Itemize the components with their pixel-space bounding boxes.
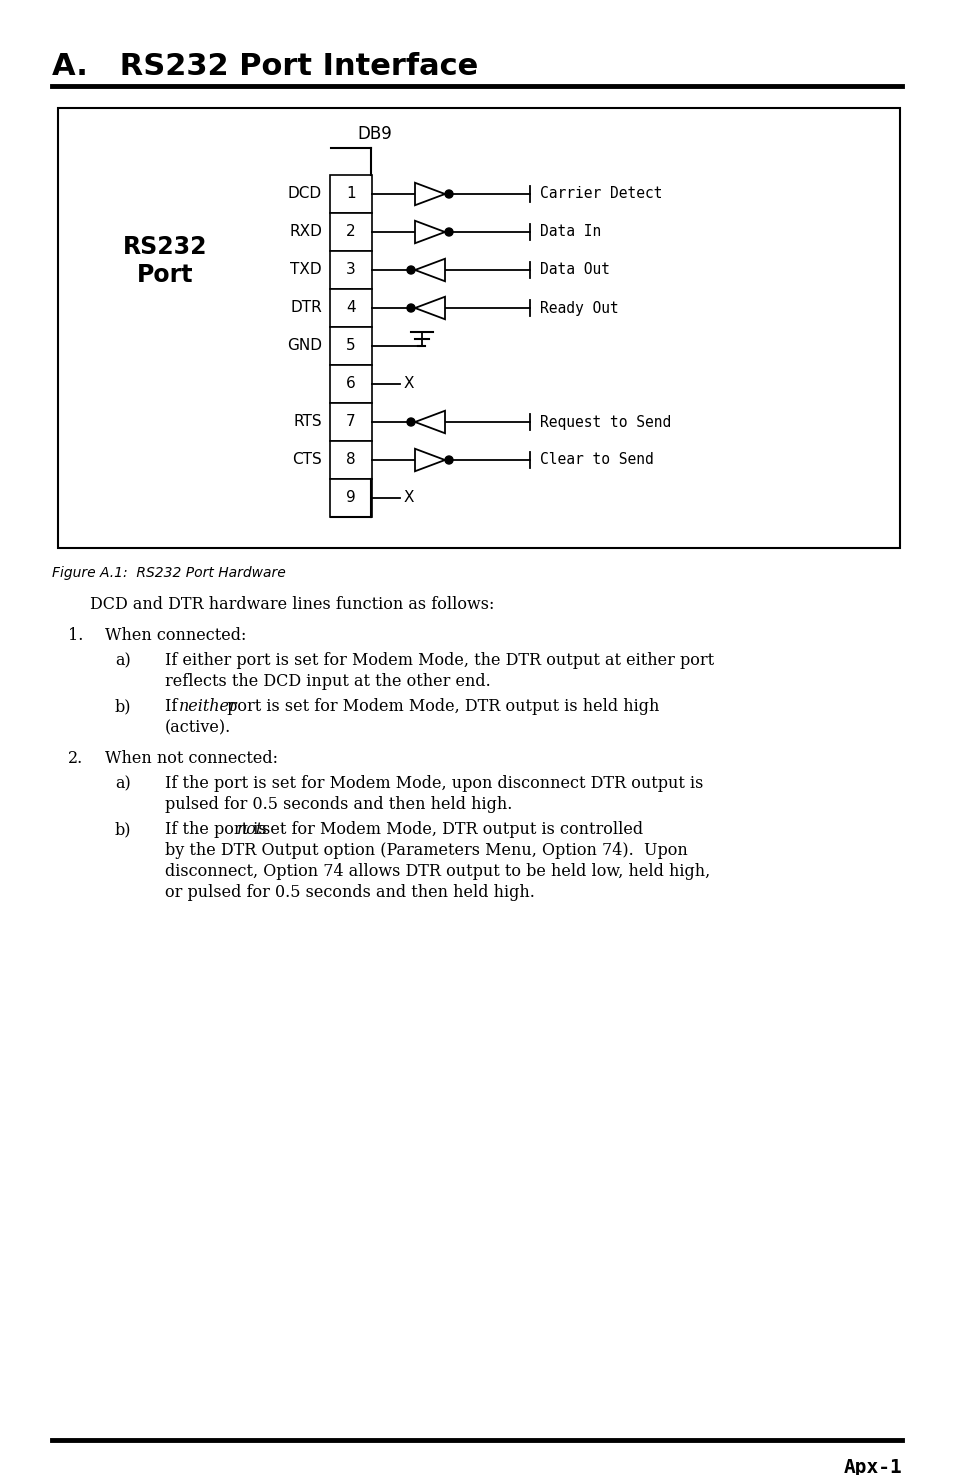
Bar xyxy=(330,212,372,251)
Bar xyxy=(330,403,372,441)
Text: pulsed for 0.5 seconds and then held high.: pulsed for 0.5 seconds and then held hig… xyxy=(165,796,512,813)
Text: 2: 2 xyxy=(346,224,355,239)
Bar xyxy=(330,479,372,518)
Text: If the port is set for Modem Mode, upon disconnect DTR output is: If the port is set for Modem Mode, upon … xyxy=(165,774,702,792)
Polygon shape xyxy=(415,296,444,319)
Text: 8: 8 xyxy=(346,453,355,468)
Text: CTS: CTS xyxy=(292,453,322,468)
Text: 1.: 1. xyxy=(68,627,83,645)
Circle shape xyxy=(444,229,453,236)
Text: X: X xyxy=(403,491,414,506)
Text: 9: 9 xyxy=(346,491,355,506)
Text: Apx-1: Apx-1 xyxy=(842,1457,901,1475)
Bar xyxy=(330,364,372,403)
Text: Request to Send: Request to Send xyxy=(539,414,671,429)
Text: b): b) xyxy=(115,822,132,838)
Text: Data In: Data In xyxy=(539,224,600,239)
Polygon shape xyxy=(415,410,444,434)
Text: a): a) xyxy=(115,774,131,792)
Circle shape xyxy=(407,304,415,313)
Polygon shape xyxy=(415,258,444,282)
Text: not: not xyxy=(236,822,263,838)
Text: If the port is: If the port is xyxy=(165,822,272,838)
Text: Figure A.1:  RS232 Port Hardware: Figure A.1: RS232 Port Hardware xyxy=(52,566,286,580)
Circle shape xyxy=(407,417,415,426)
Text: RXD: RXD xyxy=(289,224,322,239)
Text: 4: 4 xyxy=(346,301,355,316)
Bar xyxy=(330,251,372,289)
Text: 3: 3 xyxy=(346,263,355,277)
Text: Data Out: Data Out xyxy=(539,263,609,277)
Text: 5: 5 xyxy=(346,338,355,354)
Text: a): a) xyxy=(115,652,131,670)
Text: DCD: DCD xyxy=(288,186,322,202)
Text: 7: 7 xyxy=(346,414,355,429)
Text: 6: 6 xyxy=(346,376,355,391)
Text: disconnect, Option 74 allows DTR output to be held low, held high,: disconnect, Option 74 allows DTR output … xyxy=(165,863,709,881)
Bar xyxy=(330,327,372,364)
Circle shape xyxy=(444,190,453,198)
Text: DCD and DTR hardware lines function as follows:: DCD and DTR hardware lines function as f… xyxy=(90,596,494,614)
Bar xyxy=(330,441,372,479)
Bar xyxy=(330,289,372,327)
Text: 1: 1 xyxy=(346,186,355,202)
Text: 2.: 2. xyxy=(68,749,83,767)
Text: DB9: DB9 xyxy=(357,125,392,143)
Polygon shape xyxy=(415,221,444,243)
Text: A.   RS232 Port Interface: A. RS232 Port Interface xyxy=(52,52,477,81)
Text: When connected:: When connected: xyxy=(105,627,246,645)
Text: b): b) xyxy=(115,698,132,715)
Text: GND: GND xyxy=(287,338,322,354)
Text: When not connected:: When not connected: xyxy=(105,749,277,767)
Text: port is set for Modem Mode, DTR output is held high: port is set for Modem Mode, DTR output i… xyxy=(222,698,659,715)
Polygon shape xyxy=(415,183,444,205)
Text: RTS: RTS xyxy=(294,414,322,429)
Text: reflects the DCD input at the other end.: reflects the DCD input at the other end. xyxy=(165,673,490,690)
Circle shape xyxy=(407,266,415,274)
Text: or pulsed for 0.5 seconds and then held high.: or pulsed for 0.5 seconds and then held … xyxy=(165,884,535,901)
Circle shape xyxy=(444,456,453,465)
Text: set for Modem Mode, DTR output is controlled: set for Modem Mode, DTR output is contro… xyxy=(256,822,642,838)
Text: neither: neither xyxy=(179,698,237,715)
Text: (active).: (active). xyxy=(165,718,231,736)
Text: DTR: DTR xyxy=(290,301,322,316)
Text: Ready Out: Ready Out xyxy=(539,301,618,316)
Polygon shape xyxy=(415,448,444,471)
Bar xyxy=(58,108,899,549)
Text: X: X xyxy=(403,376,414,391)
Text: If either port is set for Modem Mode, the DTR output at either port: If either port is set for Modem Mode, th… xyxy=(165,652,714,670)
Text: by the DTR Output option (Parameters Menu, Option 74).  Upon: by the DTR Output option (Parameters Men… xyxy=(165,842,687,858)
Text: If: If xyxy=(165,698,182,715)
Text: RS232: RS232 xyxy=(123,235,207,260)
Text: Clear to Send: Clear to Send xyxy=(539,453,653,468)
Bar xyxy=(330,176,372,212)
Text: Port: Port xyxy=(136,263,193,288)
Text: TXD: TXD xyxy=(290,263,322,277)
Text: Carrier Detect: Carrier Detect xyxy=(539,186,661,202)
